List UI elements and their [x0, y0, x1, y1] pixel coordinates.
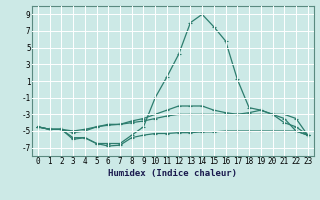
X-axis label: Humidex (Indice chaleur): Humidex (Indice chaleur) [108, 169, 237, 178]
